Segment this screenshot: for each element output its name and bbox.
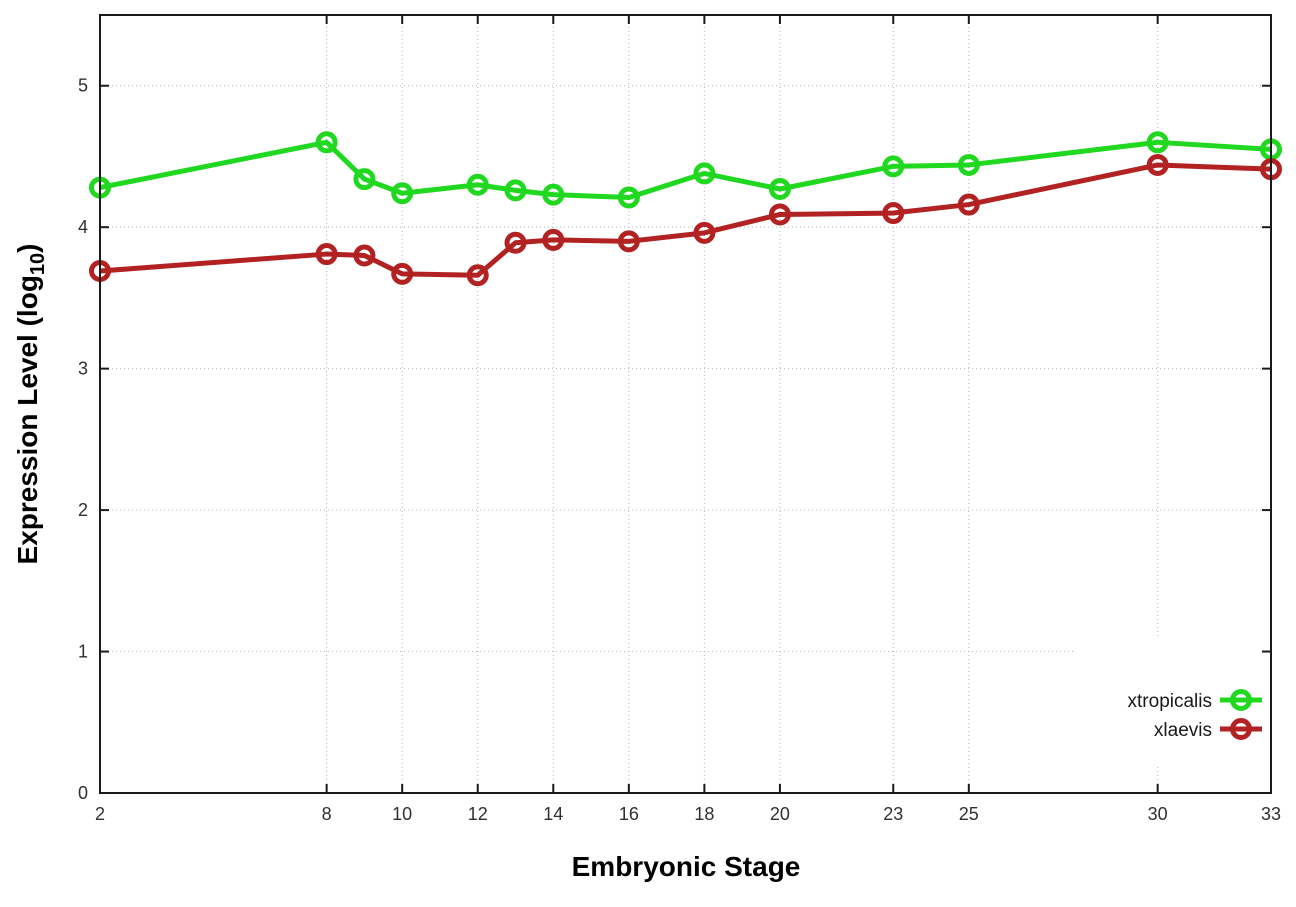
data-point-xtropicalis-stage-14 [542,183,565,206]
data-point-xtropicalis-stage-13 [504,179,527,202]
legend-entry-xtropicalis: xtropicalis [1128,689,1262,712]
y-tick-label: 2 [78,500,88,520]
x-tick-label: 25 [959,804,979,824]
data-point-xtropicalis-stage-10 [391,182,414,205]
x-tick-label: 20 [770,804,790,824]
data-point-xlaevis-stage-12 [466,264,489,287]
data-point-xlaevis-stage-30 [1146,153,1169,176]
y-tick-label: 5 [78,76,88,96]
data-point-xlaevis-stage-18 [693,221,716,244]
tick-marks [99,15,1272,794]
data-point-xlaevis-stage-16 [617,230,640,253]
y-axis-title-text: Expression Level (log [12,275,44,565]
y-axis-title-subscript: 10 [26,252,49,276]
data-point-xlaevis-stage-20 [768,203,791,226]
x-tick-label: 8 [322,804,332,824]
series-xlaevis [89,153,1282,287]
data-point-xtropicalis-stage-18 [693,162,716,185]
legend-entry-xlaevis: xlaevis [1154,718,1262,741]
x-tick-label: 2 [95,804,105,824]
y-tick-label: 3 [78,359,88,379]
series-line-xtropicalis [99,139,1272,200]
data-point-xtropicalis-stage-9 [353,168,376,191]
x-tick-label: 16 [619,804,639,824]
data-point-xlaevis-stage-14 [542,228,565,251]
legend-label-xlaevis: xlaevis [1154,720,1212,741]
series-xtropicalis [89,131,1282,209]
data-point-xlaevis-stage-25 [957,193,980,216]
legend-marker-sample [1230,718,1252,740]
x-tick-label: 30 [1148,804,1168,824]
x-tick-label: 10 [392,804,412,824]
data-point-xlaevis-stage-9 [353,244,376,267]
y-axis-title: Expression Level (log10) [12,244,50,565]
y-tick-label: 4 [78,217,88,237]
x-tick-label: 14 [543,804,563,824]
data-point-xtropicalis-stage-25 [957,153,980,176]
x-tick-label: 23 [883,804,903,824]
data-point-xtropicalis-stage-30 [1146,131,1169,154]
data-point-xtropicalis-stage-20 [768,177,791,200]
y-tick-label: 0 [78,783,88,803]
data-point-xtropicalis-stage-8 [315,131,338,154]
plot-border [99,14,1272,794]
x-tick-label: 33 [1261,804,1281,824]
data-point-xtropicalis-stage-23 [882,155,905,178]
gridlines [99,15,1272,793]
legend-label-xtropicalis: xtropicalis [1128,691,1212,712]
data-point-xtropicalis-stage-16 [617,186,640,209]
y-tick-label: 1 [78,642,88,662]
x-axis-title: Embryonic Stage [571,851,801,882]
legend: xtropicalis xlaevis [1076,638,1269,765]
legend-marker-sample [1230,689,1252,711]
data-point-xlaevis-stage-10 [391,262,414,285]
data-point-xlaevis-stage-13 [504,231,527,254]
data-point-xlaevis-stage-23 [882,202,905,225]
y-axis-title-close: ) [12,243,44,253]
data-point-xtropicalis-stage-12 [466,173,489,196]
x-tick-label: 18 [694,804,714,824]
x-tick-label: 12 [468,804,488,824]
data-point-xlaevis-stage-8 [315,243,338,266]
